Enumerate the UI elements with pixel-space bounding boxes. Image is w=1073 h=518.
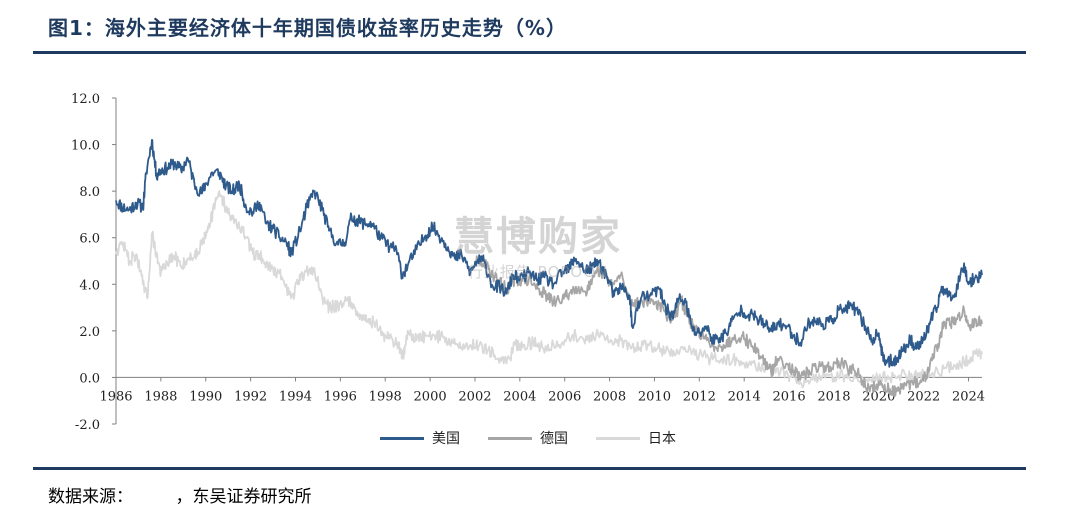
source-note: 数据来源： ，东吴证券研究所 [48, 487, 312, 507]
figure-title: 图1：海外主要经济体十年期国债收益率历史走势（%） [48, 16, 567, 40]
legend-label-jp: 日本 [648, 431, 676, 447]
x-tick-label: 2006 [548, 389, 581, 404]
x-tick-label: 2018 [817, 389, 850, 404]
y-tick-label: 8.0 [79, 185, 100, 200]
y-tick-label: 2.0 [79, 325, 100, 340]
legend-swatch-jp [596, 436, 640, 440]
y-tick-label: 4.0 [79, 278, 100, 293]
y-tick-label: 10.0 [71, 139, 100, 154]
x-tick-label: 2004 [503, 389, 536, 404]
series-line-de [474, 255, 983, 397]
x-tick-label: 1994 [279, 389, 312, 404]
chart-legend: 美国 德国 日本 [380, 428, 676, 448]
x-tick-label: 1990 [189, 389, 222, 404]
legend-item-de: 德国 [488, 428, 568, 448]
x-tick-label: 2012 [683, 389, 716, 404]
title-rule [33, 51, 1026, 54]
x-tick-label: 2000 [414, 389, 447, 404]
x-tick-label: 1988 [144, 389, 177, 404]
x-tick-label: 2008 [593, 389, 626, 404]
x-tick-label: 2016 [773, 389, 806, 404]
x-tick-label: 1992 [234, 389, 267, 404]
legend-item-jp: 日本 [596, 428, 676, 448]
x-tick-label: 2020 [862, 389, 895, 404]
series-line-jp [115, 190, 983, 389]
x-tick-label: 1998 [369, 389, 402, 404]
y-tick-label: -2.0 [75, 418, 100, 433]
series-line-us [115, 139, 983, 368]
x-tick-label: 2010 [638, 389, 671, 404]
x-tick-label: 2014 [728, 389, 761, 404]
y-tick-label: 6.0 [79, 232, 100, 247]
legend-swatch-us [380, 436, 424, 440]
source-rule [33, 467, 1026, 470]
x-tick-label: 1986 [99, 389, 132, 404]
x-tick-label: 2024 [952, 389, 985, 404]
line-chart: 12.0 10.0 8.0 6.0 4.0 2.0 0.0 -2.0 1986 1988 1990 1… [71, 92, 985, 433]
x-tick-label: 2002 [458, 389, 491, 404]
x-tick-label: 1996 [324, 389, 357, 404]
legend-label-us: 美国 [432, 431, 460, 447]
x-tick-label: 2022 [907, 389, 940, 404]
legend-item-us: 美国 [380, 428, 460, 448]
y-tick-label: 0.0 [79, 371, 100, 386]
legend-label-de: 德国 [540, 431, 568, 447]
y-tick-label: 12.0 [71, 92, 100, 107]
legend-swatch-de [488, 436, 532, 440]
